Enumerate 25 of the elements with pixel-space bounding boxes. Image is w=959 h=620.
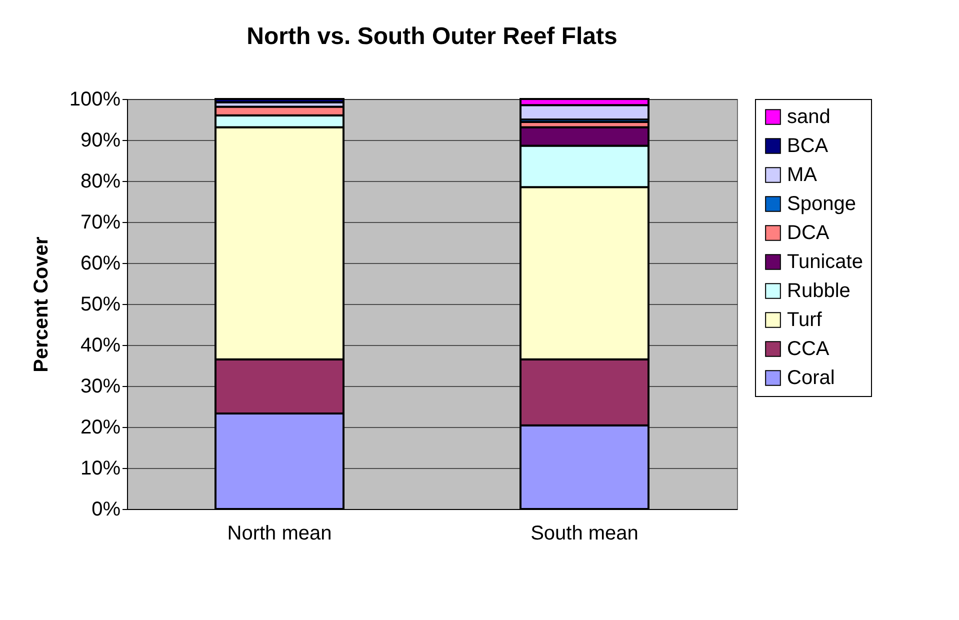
x-tick-label: South mean [530,522,638,544]
y-tick-label: 80% [80,170,121,192]
legend-label: Rubble [787,280,850,302]
y-tick-label: 30% [80,376,121,398]
y-tick-label: 0% [92,498,121,520]
legend-label: BCA [787,135,829,157]
legend-label: sand [787,106,830,128]
legend-label: DCA [787,222,830,244]
legend-label: Tunicate [787,251,863,273]
legend-label: Turf [787,309,822,331]
legend-label: CCA [787,338,830,360]
y-tick-label: 40% [80,334,121,356]
x-tick-label: North mean [227,522,332,544]
chart-title: North vs. South Outer Reef Flats [246,23,618,50]
legend-label: MA [787,164,818,186]
legend-label: Coral [787,367,835,389]
y-tick-label: 10% [80,458,121,480]
y-tick-label: 50% [80,294,121,316]
y-axis-title: Percent Cover [30,236,52,372]
y-tick-label: 20% [80,416,121,438]
y-tick-label: 100% [69,88,121,110]
y-tick-label: 90% [80,130,121,152]
y-tick-label: 60% [80,252,121,274]
y-tick-label: 70% [80,212,121,234]
legend-label: Sponge [787,193,856,215]
